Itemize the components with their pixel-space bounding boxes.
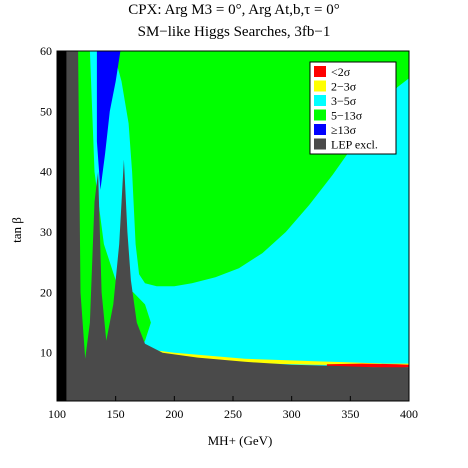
y-axis: 10 20 30 40 50 60 [40,44,62,360]
x-tick-label: 350 [341,407,359,421]
y-tick-label: 20 [40,285,52,299]
chart-title-line2: SM−like Higgs Searches, 3fb−1 [138,24,331,40]
legend-swatch [314,80,326,92]
legend-label: LEP excl. [331,138,378,152]
legend-swatch [314,95,326,106]
legend-label: <2σ [331,65,351,79]
y-tick-label: 10 [40,346,52,360]
x-tick-label: 100 [48,407,66,421]
x-axis: 100 150 200 250 300 350 400 [48,396,418,421]
x-tick-label: 250 [224,407,242,421]
chart-title: CPX: Arg M3 = 0°, Arg At,b,τ = 0° SM−lik… [128,2,340,40]
y-tick-label: 30 [40,225,52,239]
y-tick-label: 60 [40,44,52,58]
x-tick-label: 200 [165,407,183,421]
legend-swatch [314,66,326,77]
region-6 [57,51,409,401]
y-tick-label: 50 [40,104,52,118]
legend-label: 5−13σ [331,109,363,123]
legend-swatch [314,138,326,150]
legend-label: 3−5σ [331,94,357,108]
y-tick-label: 40 [40,165,52,179]
x-tick-label: 400 [400,407,418,421]
region-7 [57,51,67,401]
y-axis-label: tan β [9,217,24,243]
x-tick-label: 150 [107,407,125,421]
legend-label: 2−3σ [331,80,357,94]
region-3 [96,51,121,190]
legend-label: ≥13σ [331,123,357,137]
legend-swatch [314,109,326,121]
region-5 [326,363,409,368]
x-tick-label: 300 [283,407,301,421]
legend-swatch [314,124,326,135]
chart-title-line1: CPX: Arg M3 = 0°, Arg At,b,τ = 0° [128,2,340,18]
x-axis-label: MH+ (GeV) [208,433,273,448]
